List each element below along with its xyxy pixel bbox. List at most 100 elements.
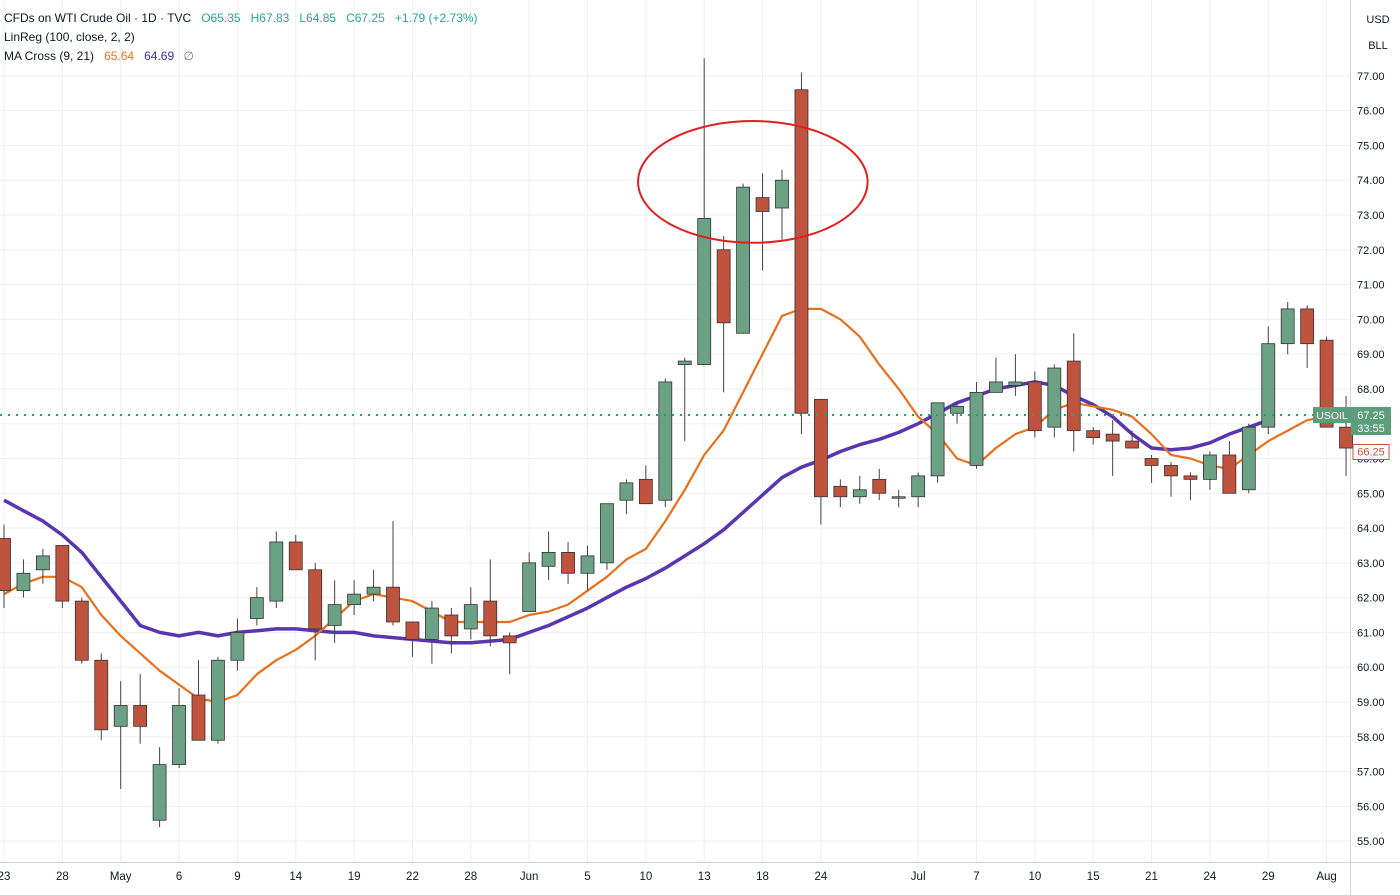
candle-down	[1105, 420, 1120, 476]
candle-body	[386, 586, 400, 623]
candle-down	[405, 621, 420, 657]
candle-down	[1300, 305, 1315, 369]
candle-body	[930, 402, 945, 477]
red-circle-annotation	[637, 120, 869, 244]
candle-body	[366, 586, 381, 595]
candle-body	[1261, 343, 1276, 428]
time-tick-label: May	[110, 871, 132, 883]
candle-up	[541, 531, 556, 581]
price-tick-label: 76.00	[1357, 106, 1385, 118]
ma-slow-value: 64.69	[144, 49, 175, 63]
candle-up	[172, 688, 186, 769]
candle-down	[1164, 461, 1178, 497]
candle-down	[814, 398, 828, 525]
annotation-circle	[637, 120, 869, 244]
time-tick-label: Jun	[520, 871, 539, 883]
candle-body	[1066, 360, 1081, 432]
candle-body	[619, 482, 634, 501]
candle-up	[152, 747, 167, 828]
candle-body	[94, 659, 109, 731]
candle-up	[327, 580, 342, 643]
candle-body	[775, 179, 789, 209]
price-tick-label: 57.00	[1357, 767, 1385, 779]
candle-body	[872, 478, 887, 494]
symbol-row[interactable]: CFDs on WTI Crude Oil · 1D · TVC O65.35 …	[4, 11, 478, 25]
candle-body	[172, 705, 186, 765]
candle-up	[989, 357, 1003, 393]
price-tick-label: 64.00	[1357, 523, 1385, 535]
candle-body	[0, 538, 11, 592]
ma-cross-label: MA Cross (9, 21)	[4, 49, 95, 63]
candle-body	[424, 607, 439, 640]
candle-down	[483, 559, 498, 647]
candle-body	[1008, 381, 1023, 386]
candle-down	[1222, 441, 1237, 494]
candle-down	[1066, 333, 1081, 452]
time-tick-label: 21	[1145, 871, 1158, 883]
candle-body	[852, 489, 867, 498]
candle-body	[677, 360, 692, 365]
candle-up	[347, 580, 362, 616]
time-tick-label: 10	[639, 871, 652, 883]
candle-up	[891, 489, 906, 508]
candle-body	[1222, 454, 1237, 494]
candle-body	[580, 555, 595, 574]
price-tick-label: 65.00	[1357, 488, 1385, 500]
candle-up	[600, 503, 614, 570]
candle-body	[736, 186, 750, 334]
candle-body	[269, 541, 284, 602]
time-tick-label: 28	[464, 871, 477, 883]
candle-down	[444, 608, 459, 654]
price-tick-label: 74.00	[1357, 175, 1385, 187]
candle-up	[580, 545, 595, 591]
candle-up	[36, 548, 50, 584]
unit-button[interactable]: BLL	[1360, 35, 1396, 57]
candle-down	[638, 465, 653, 505]
candles	[0, 58, 1353, 828]
price-tick-label: 75.00	[1357, 140, 1385, 152]
chart-legend: CFDs on WTI Crude Oil · 1D · TVC O65.35 …	[4, 9, 478, 66]
candle-up	[969, 381, 984, 469]
time-tick-label: 14	[289, 871, 302, 883]
time-tick-label: 7	[973, 871, 979, 883]
time-tick-label: 19	[348, 871, 361, 883]
time-tick-label: Aug	[1316, 871, 1336, 883]
candle-up	[424, 601, 439, 664]
candle-down	[1027, 371, 1042, 438]
time-tick-label: 15	[1087, 871, 1100, 883]
candle-down	[308, 562, 323, 661]
candle-body	[950, 405, 964, 414]
candle-body	[1319, 339, 1334, 428]
ma-cross-row[interactable]: MA Cross (9, 21) 65.64 64.69 ∅	[4, 47, 478, 66]
currency-button[interactable]: USD	[1360, 9, 1396, 31]
hidden-eye-icon[interactable]: ∅	[183, 49, 194, 63]
candle-body	[191, 694, 206, 741]
prev-price-tag-bg	[1352, 444, 1390, 461]
candle-body	[541, 552, 556, 567]
time-tick-label: 29	[1262, 871, 1275, 883]
candle-body	[288, 541, 303, 571]
candle-up	[736, 183, 750, 334]
ma-fast-value: 65.64	[104, 49, 135, 63]
candle-up	[1203, 451, 1217, 490]
last-price-tag: 67.25	[1357, 410, 1385, 422]
candle-body	[74, 600, 89, 661]
price-tick-label: 61.00	[1357, 627, 1385, 639]
candle-body	[444, 614, 459, 637]
candle-up	[658, 378, 673, 508]
ohlc-low: L64.85	[299, 11, 337, 25]
linreg-row[interactable]: LinReg (100, close, 2, 2)	[4, 28, 478, 47]
candle-body	[211, 659, 225, 741]
candle-body	[347, 593, 362, 605]
candle-down	[55, 545, 70, 609]
candle-body	[1105, 433, 1120, 442]
price-tick-label: 71.00	[1357, 280, 1385, 292]
candle-up	[522, 552, 537, 612]
time-axis[interactable]: 23 28 May 6 9 14 19 22 28 Jun 5 10 13 18 24 Jul 7 10 15 21 2…	[0, 871, 1337, 883]
candle-up	[269, 531, 284, 609]
candle-down	[872, 468, 887, 501]
candle-body	[16, 572, 31, 592]
